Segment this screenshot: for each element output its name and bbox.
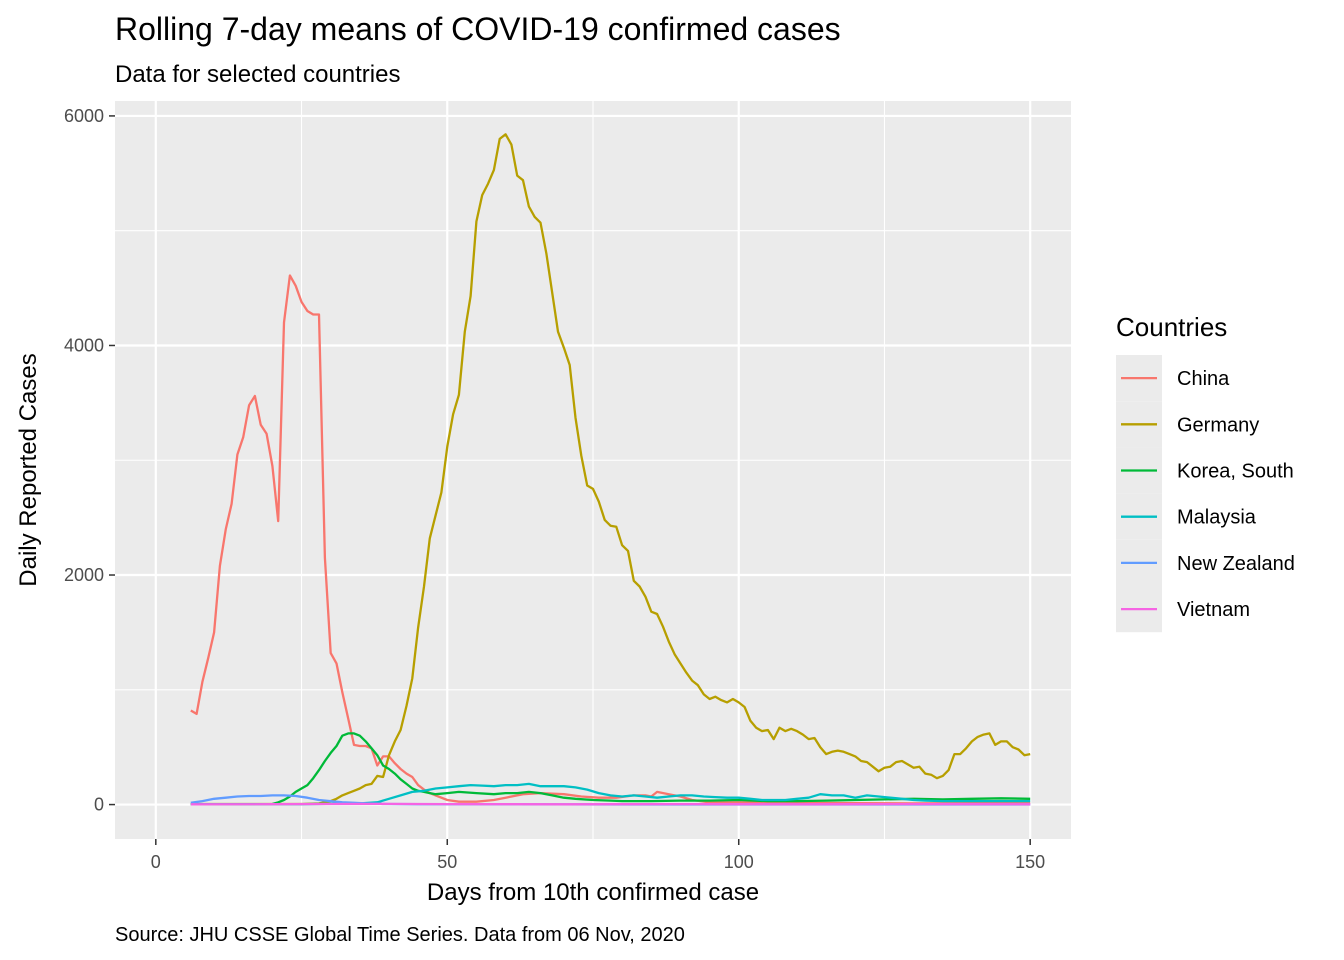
legend-items: China Germany Korea, South Malaysia New Zeal…: [1116, 355, 1295, 633]
y-tick-label: 2000: [64, 565, 104, 585]
x-axis-ticks: 0 50 100 150: [151, 839, 1045, 872]
y-tick-label: 0: [94, 795, 104, 815]
series-lines: [190, 133, 1031, 806]
legend-label-vietnam: Vietnam: [1177, 599, 1250, 621]
x-tick-label: 0: [151, 852, 161, 872]
y-tick-label: 4000: [64, 335, 104, 355]
y-axis-title: Daily Reported Cases: [15, 353, 42, 586]
legend-label-china: China: [1177, 368, 1230, 390]
legend: Countries China Germany Korea, South Malays…: [1116, 312, 1295, 633]
chart-caption: Source: JHU CSSE Global Time Series. Dat…: [115, 924, 685, 946]
x-axis-title: Days from 10th confirmed case: [427, 879, 759, 906]
minor-gridlines: [115, 101, 1071, 839]
x-tick-label: 100: [724, 852, 754, 872]
y-axis-ticks: 0 2000 4000 6000: [64, 106, 115, 815]
legend-label-new-zealand: New Zealand: [1177, 553, 1295, 575]
chart-subtitle: Data for selected countries: [115, 61, 400, 88]
series-line-germany: [190, 133, 1031, 806]
legend-title: Countries: [1116, 312, 1227, 342]
series-line-malaysia: [190, 782, 1031, 806]
legend-label-germany: Germany: [1177, 414, 1259, 436]
x-tick-label: 150: [1015, 852, 1045, 872]
series-line-korea-south: [190, 732, 1031, 806]
chart-title: Rolling 7-day means of COVID-19 confirme…: [115, 11, 841, 47]
y-tick-label: 6000: [64, 106, 104, 126]
legend-label-korea-south: Korea, South: [1177, 461, 1294, 483]
x-tick-label: 50: [437, 852, 457, 872]
legend-label-malaysia: Malaysia: [1177, 507, 1257, 529]
